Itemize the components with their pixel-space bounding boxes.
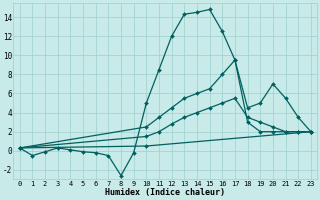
X-axis label: Humidex (Indice chaleur): Humidex (Indice chaleur) xyxy=(105,188,225,197)
